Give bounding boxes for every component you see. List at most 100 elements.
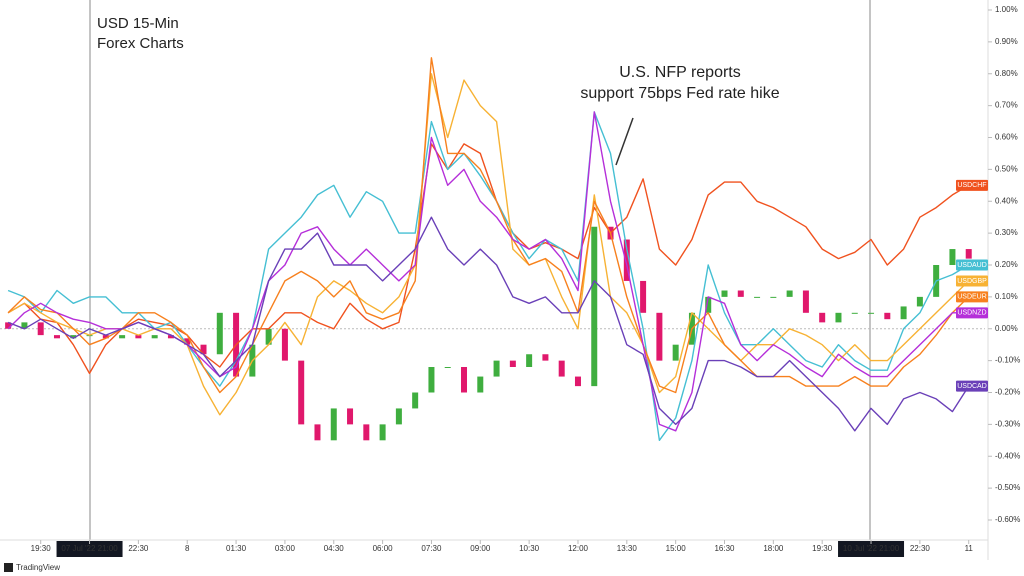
candle-body (70, 335, 77, 339)
candle-body (542, 354, 549, 361)
candle-body (298, 360, 305, 425)
x-tick-label: 16:30 (714, 544, 735, 553)
candle-body (656, 312, 663, 361)
y-tick-label: -0.60% (995, 515, 1020, 524)
y-tick-label: 0.90% (995, 37, 1018, 46)
y-tick-label: -0.20% (995, 388, 1020, 397)
series-line (7, 73, 970, 416)
brand: TradingView (16, 563, 60, 572)
candle-body (119, 335, 126, 339)
annotation-pointer (615, 117, 634, 166)
y-tick-label: 0.60% (995, 133, 1018, 142)
x-tick-highlight (838, 541, 905, 557)
candle-body (265, 328, 272, 345)
candle-body (444, 367, 451, 368)
y-tick-label: 0.40% (995, 196, 1018, 205)
series-line (7, 216, 970, 432)
candle-body (884, 312, 891, 320)
x-tick-label: 11 (965, 544, 974, 553)
candle-body (330, 408, 337, 441)
candle-body (200, 344, 207, 355)
x-tick-label: 06:00 (373, 544, 394, 553)
candle-body (770, 296, 777, 298)
candle-body (37, 322, 44, 336)
candle-body (412, 392, 419, 409)
series-tag (956, 259, 988, 271)
candle-body (477, 376, 484, 393)
candle-body (802, 290, 809, 313)
candle-body (754, 296, 761, 298)
candle-body (721, 290, 728, 297)
y-tick-label: 1.00% (995, 5, 1018, 14)
chart-title: USD 15-Min (97, 15, 179, 32)
candle-body (53, 335, 60, 339)
series-tag (956, 307, 988, 319)
x-tick-label: 13:30 (617, 544, 638, 553)
x-tick-label: 15:00 (666, 544, 687, 553)
series-line (7, 143, 970, 375)
candle-body (965, 249, 972, 259)
candle-body (21, 322, 28, 329)
series-line (7, 57, 970, 394)
candle-body (167, 335, 174, 339)
x-tick-label: 03:00 (275, 544, 296, 553)
y-tick-label: 0.20% (995, 260, 1018, 269)
candle-body (819, 312, 826, 323)
x-tick-label: 04:30 (324, 544, 345, 553)
x-tick-label: 18:00 (763, 544, 784, 553)
plot (0, 57, 985, 441)
y-tick-label: 0.10% (995, 292, 1018, 301)
candle-body (672, 344, 679, 361)
candle-body (868, 312, 875, 314)
candle-body (737, 290, 744, 297)
candle-body (786, 290, 793, 297)
y-tick-label: 0.70% (995, 101, 1018, 110)
x-tick-label: 10:30 (519, 544, 540, 553)
candle-body (461, 367, 468, 393)
brand-logo (4, 563, 13, 572)
candle-body (493, 360, 500, 377)
x-tick-label: 12:00 (568, 544, 589, 553)
candle-body (916, 296, 923, 307)
candle-body (347, 408, 354, 425)
series-tag (956, 275, 988, 287)
candle-body (900, 306, 907, 320)
candle-body (281, 328, 288, 361)
y-tick-label: -0.40% (995, 451, 1020, 460)
x-tick-label: 22:30 (128, 544, 149, 553)
series-tag (956, 179, 988, 191)
series-tag (956, 380, 988, 392)
candle-body (851, 312, 858, 314)
y-tick-label: -0.10% (995, 356, 1020, 365)
x-tick-label: 10 Jul '22 21:00 (843, 544, 900, 553)
series-line (7, 111, 970, 441)
candle-body (216, 312, 223, 355)
y-tick-label: 0.00% (995, 324, 1018, 333)
y-tick-label: 0.50% (995, 164, 1018, 173)
chart-title: Forex Charts (97, 35, 184, 52)
candle-body (5, 322, 12, 329)
candle-body (705, 296, 712, 313)
candle-body (558, 360, 565, 377)
annotation: U.S. NFP reports (619, 64, 741, 81)
y-tick-label: 0.80% (995, 69, 1018, 78)
annotation: support 75bps Fed rate hike (580, 85, 779, 102)
x-tick-label: 07 Jul '22 21:00 (61, 544, 118, 553)
legend-label: USDCAD (957, 383, 987, 390)
y-tick-label: -0.50% (995, 483, 1020, 492)
legend-label: USDCHF (957, 182, 986, 189)
candle-body (428, 367, 435, 393)
candle-body (184, 338, 191, 345)
candle-body (623, 239, 630, 281)
legend-label: USDAUD (957, 262, 987, 269)
x-tick-label: 19:30 (31, 544, 52, 553)
legend-label: USDNZD (957, 310, 986, 317)
candle-body (526, 354, 533, 367)
candle-body (314, 424, 321, 441)
x-tick-label: 22:30 (910, 544, 931, 553)
candle-body (379, 424, 386, 441)
candle-body (591, 226, 598, 387)
